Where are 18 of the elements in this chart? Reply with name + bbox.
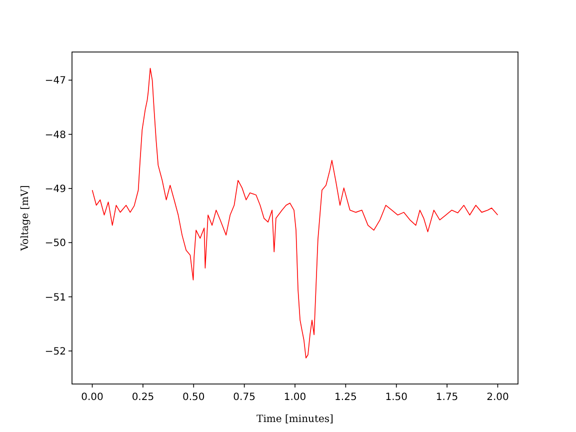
x-tick-label: 1.25 (334, 392, 357, 403)
y-tick-label: −47 (44, 76, 66, 87)
x-tick-label: 2.00 (486, 392, 509, 403)
x-tick-label: 0.25 (132, 392, 154, 403)
x-tick-label: 0.75 (233, 392, 256, 403)
line-series (92, 68, 498, 358)
y-tick-label: −48 (44, 130, 66, 141)
y-tick-label: −49 (44, 184, 66, 195)
x-tick-label: 1.00 (284, 392, 306, 403)
y-tick-label: −52 (44, 346, 66, 358)
y-axis-title: Voltage [mV] (20, 185, 31, 252)
x-tick-label: 1.50 (385, 392, 408, 403)
x-tick-label: 1.75 (436, 392, 458, 403)
y-tick-label: −50 (44, 238, 66, 250)
x-tick-label: 0.50 (182, 392, 205, 403)
x-axis-title: Time [minutes] (256, 414, 334, 425)
x-tick-label: 0.00 (81, 392, 104, 403)
y-tick-label: −51 (44, 292, 66, 304)
